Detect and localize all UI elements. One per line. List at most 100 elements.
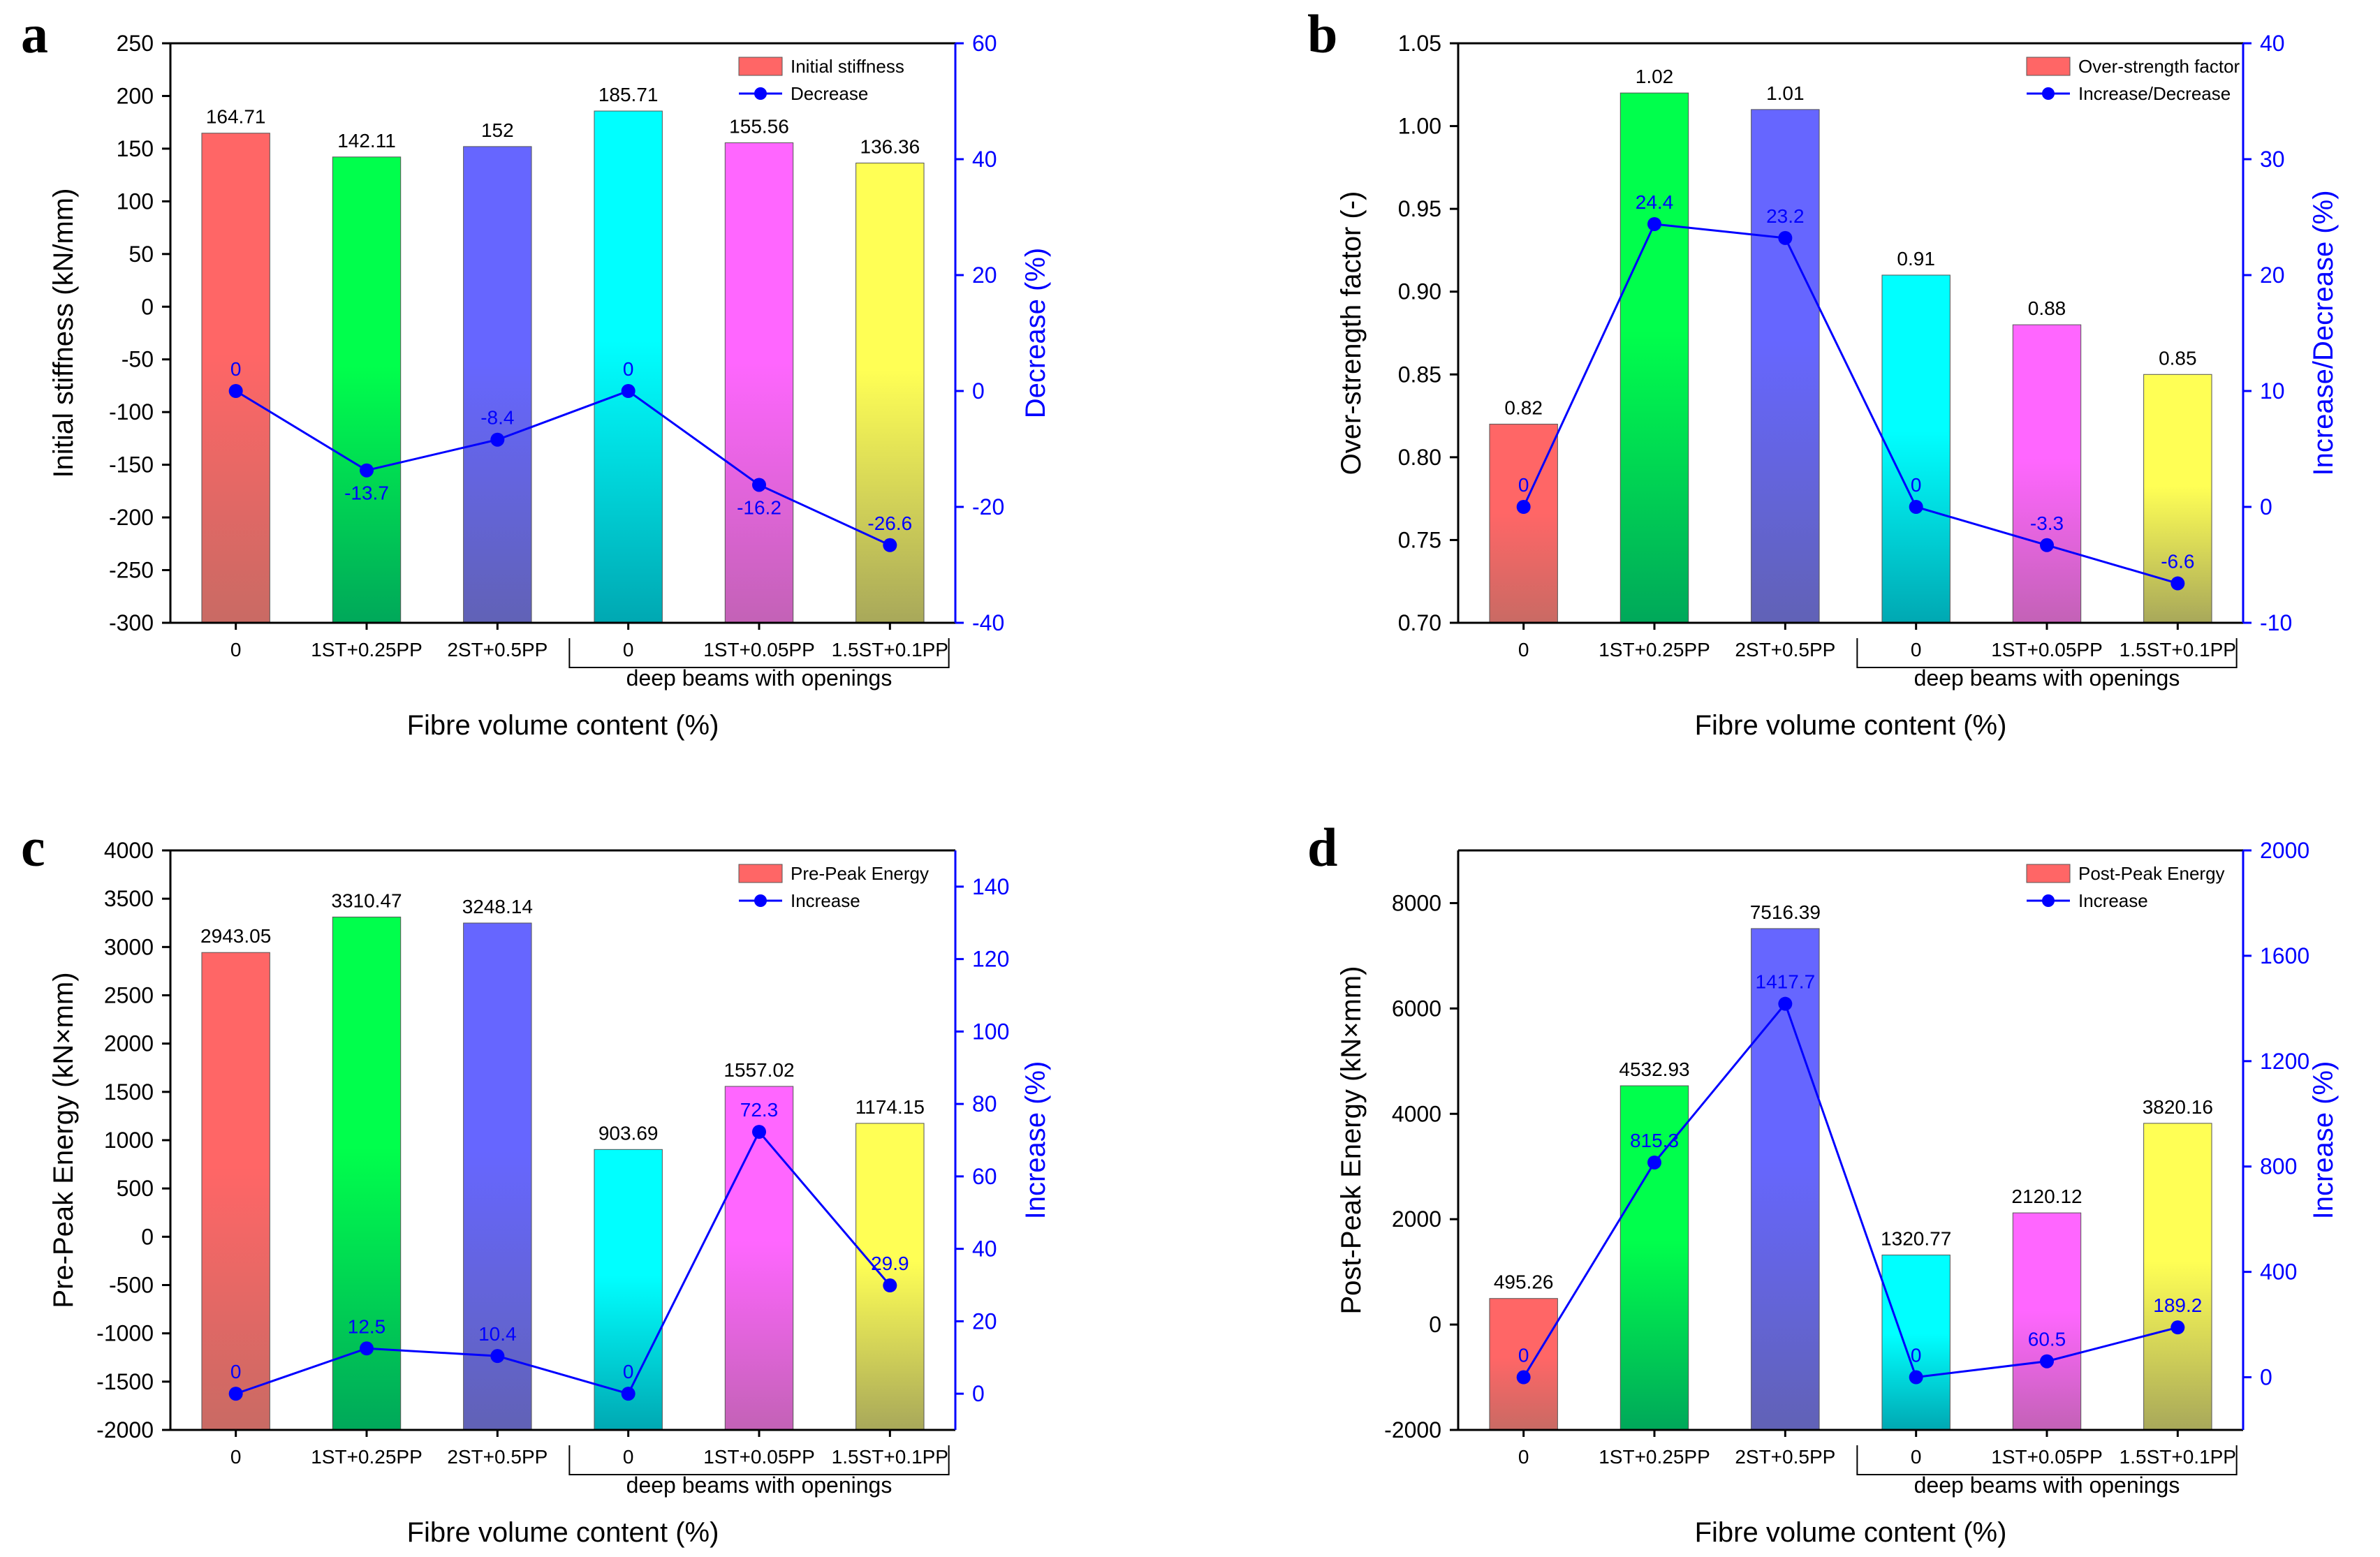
chart-panel-a: a 164.71 142.11 152 185.71 155.56 136.36 0 -13.7…	[21, 3, 1051, 741]
panel-letter-b: b	[1307, 3, 1337, 64]
line-point	[621, 384, 636, 398]
bar	[1619, 1085, 1689, 1431]
legend-line-marker	[2042, 87, 2055, 100]
line-value-label: 10.4	[478, 1323, 517, 1345]
y-tick-label: 8000	[1392, 890, 1441, 915]
bar-value-label: 0.82	[1504, 397, 1543, 418]
bar-value-label: 152	[481, 119, 514, 141]
bar	[201, 133, 270, 623]
line-value-label: 0	[623, 358, 634, 380]
x-tick-label: 2ST+0.5PP	[1735, 1446, 1835, 1468]
y2-tick-label: 40	[972, 147, 997, 172]
bar-value-label: 495.26	[1494, 1271, 1554, 1293]
bar-value-label: 0.91	[1897, 248, 1935, 270]
legend-bar-label: Post-Peak Energy	[2078, 863, 2225, 884]
x-axis-title: Fibre volume content (%)	[407, 1517, 719, 1548]
line-value-label: -16.2	[737, 496, 781, 518]
x-tick-label: 0	[1911, 1446, 1922, 1468]
x-tick-label: 1ST+0.25PP	[311, 639, 423, 661]
line-point	[228, 1387, 243, 1401]
y-tick-label: 2000	[104, 1031, 154, 1056]
line-value-label: 0	[230, 358, 242, 380]
group-bracket	[1856, 638, 2238, 668]
line-point	[1647, 216, 1661, 231]
bar-value-label: 142.11	[337, 130, 396, 152]
x-tick-label: 0	[230, 639, 242, 661]
y2-axis-title: Increase (%)	[1020, 1061, 1051, 1220]
y-axis-title: Initial stiffness (kN/mm)	[48, 189, 79, 478]
line-point	[883, 538, 897, 552]
bar	[463, 146, 532, 623]
line-point	[1909, 1370, 1923, 1385]
x-tick-label: 0	[623, 1446, 634, 1468]
y2-tick-label: -40	[972, 610, 1004, 635]
legend-bar-swatch	[738, 57, 783, 76]
x-tick-label: 2ST+0.5PP	[447, 1446, 548, 1468]
x-tick-label: 1ST+0.25PP	[311, 1446, 423, 1468]
line-point	[1516, 1370, 1531, 1385]
x-tick-label: 0	[1518, 639, 1529, 661]
legend-line-marker	[2042, 894, 2055, 907]
panel-letter-c: c	[21, 817, 45, 878]
x-tick-label: 0	[1518, 1446, 1529, 1468]
y-axis-title: Over-strength factor (-)	[1336, 191, 1367, 475]
x-tick-label: 1.5ST+0.1PP	[2120, 1446, 2236, 1468]
y2-tick-label: 140	[972, 874, 1009, 899]
chart-panel-c: c 2943.05 3310.47 3248.14 903.69 1557.02 1174.…	[21, 817, 1051, 1548]
line-value-label: -26.6	[867, 512, 912, 534]
line-value-label: 0	[1518, 1345, 1529, 1366]
x-tick-label: 0	[1911, 639, 1922, 661]
series-line	[1522, 223, 2178, 584]
line-point	[1909, 500, 1923, 514]
line-value-label: -3.3	[2030, 512, 2064, 534]
bar	[855, 162, 925, 623]
x-tick-label: 1ST+0.25PP	[1599, 1446, 1710, 1468]
y2-axis-title: Increase/Decrease (%)	[2308, 190, 2339, 475]
bar-value-label: 0.85	[2159, 347, 2197, 369]
legend-bar-label: Initial stiffness	[791, 56, 904, 77]
y-tick-label: 0.85	[1398, 362, 1441, 387]
x-tick-label: 1.5ST+0.1PP	[832, 639, 948, 661]
line-value-label: 815.3	[1630, 1130, 1679, 1151]
y-tick-label: 500	[117, 1176, 154, 1201]
y-tick-label: -200	[109, 505, 154, 530]
y-tick-label: 6000	[1392, 996, 1441, 1021]
x-tick-label: 1.5ST+0.1PP	[2120, 639, 2236, 661]
chart-panel-b: b 0.82 1.02 1.01 0.91 0.88 0.85 0 24.4 23.2 0 -3.3 -…	[1307, 3, 2339, 741]
bar-value-label: 0.88	[2028, 297, 2066, 319]
bar-value-label: 3310.47	[331, 890, 402, 911]
line-value-label: 23.2	[1766, 205, 1805, 227]
line-value-label: 0	[623, 1361, 634, 1382]
line-point	[360, 1341, 374, 1356]
bar	[1881, 274, 1951, 623]
y-tick-label: 1500	[104, 1079, 154, 1105]
y-tick-label: 4000	[1392, 1101, 1441, 1126]
y-tick-label: 0	[141, 294, 154, 319]
bar-value-label: 136.36	[860, 135, 920, 157]
y-tick-label: 2000	[1392, 1207, 1441, 1232]
legend-line-label: Decrease	[791, 83, 868, 104]
y2-tick-label: 0	[2260, 1365, 2272, 1390]
bar-value-label: 164.71	[206, 106, 266, 128]
y-tick-label: 3000	[104, 934, 154, 959]
bar	[594, 1149, 663, 1431]
y-tick-label: 1000	[104, 1128, 154, 1153]
panel-letter-a: a	[21, 3, 48, 64]
legend-line-label: Increase	[791, 890, 860, 911]
x-tick-label: 1ST+0.05PP	[703, 1446, 815, 1468]
y-tick-label: 2500	[104, 983, 154, 1008]
group-bracket	[568, 638, 950, 668]
line-value-label: -13.7	[344, 482, 389, 504]
line-point	[2040, 538, 2054, 552]
y2-tick-label: 60	[972, 31, 997, 56]
bar	[1489, 1298, 1558, 1431]
bar-value-label: 1.02	[1636, 66, 1674, 87]
legend-line-marker	[754, 87, 767, 100]
line-value-label: 60.5	[2028, 1329, 2066, 1350]
line-value-label: 0	[1911, 474, 1922, 496]
line-value-label: 0	[1518, 474, 1529, 496]
line-value-label: 0	[230, 1361, 242, 1382]
line-point	[2170, 1320, 2185, 1335]
y2-tick-label: 20	[2260, 263, 2285, 288]
line-value-label: -6.6	[2161, 551, 2194, 573]
